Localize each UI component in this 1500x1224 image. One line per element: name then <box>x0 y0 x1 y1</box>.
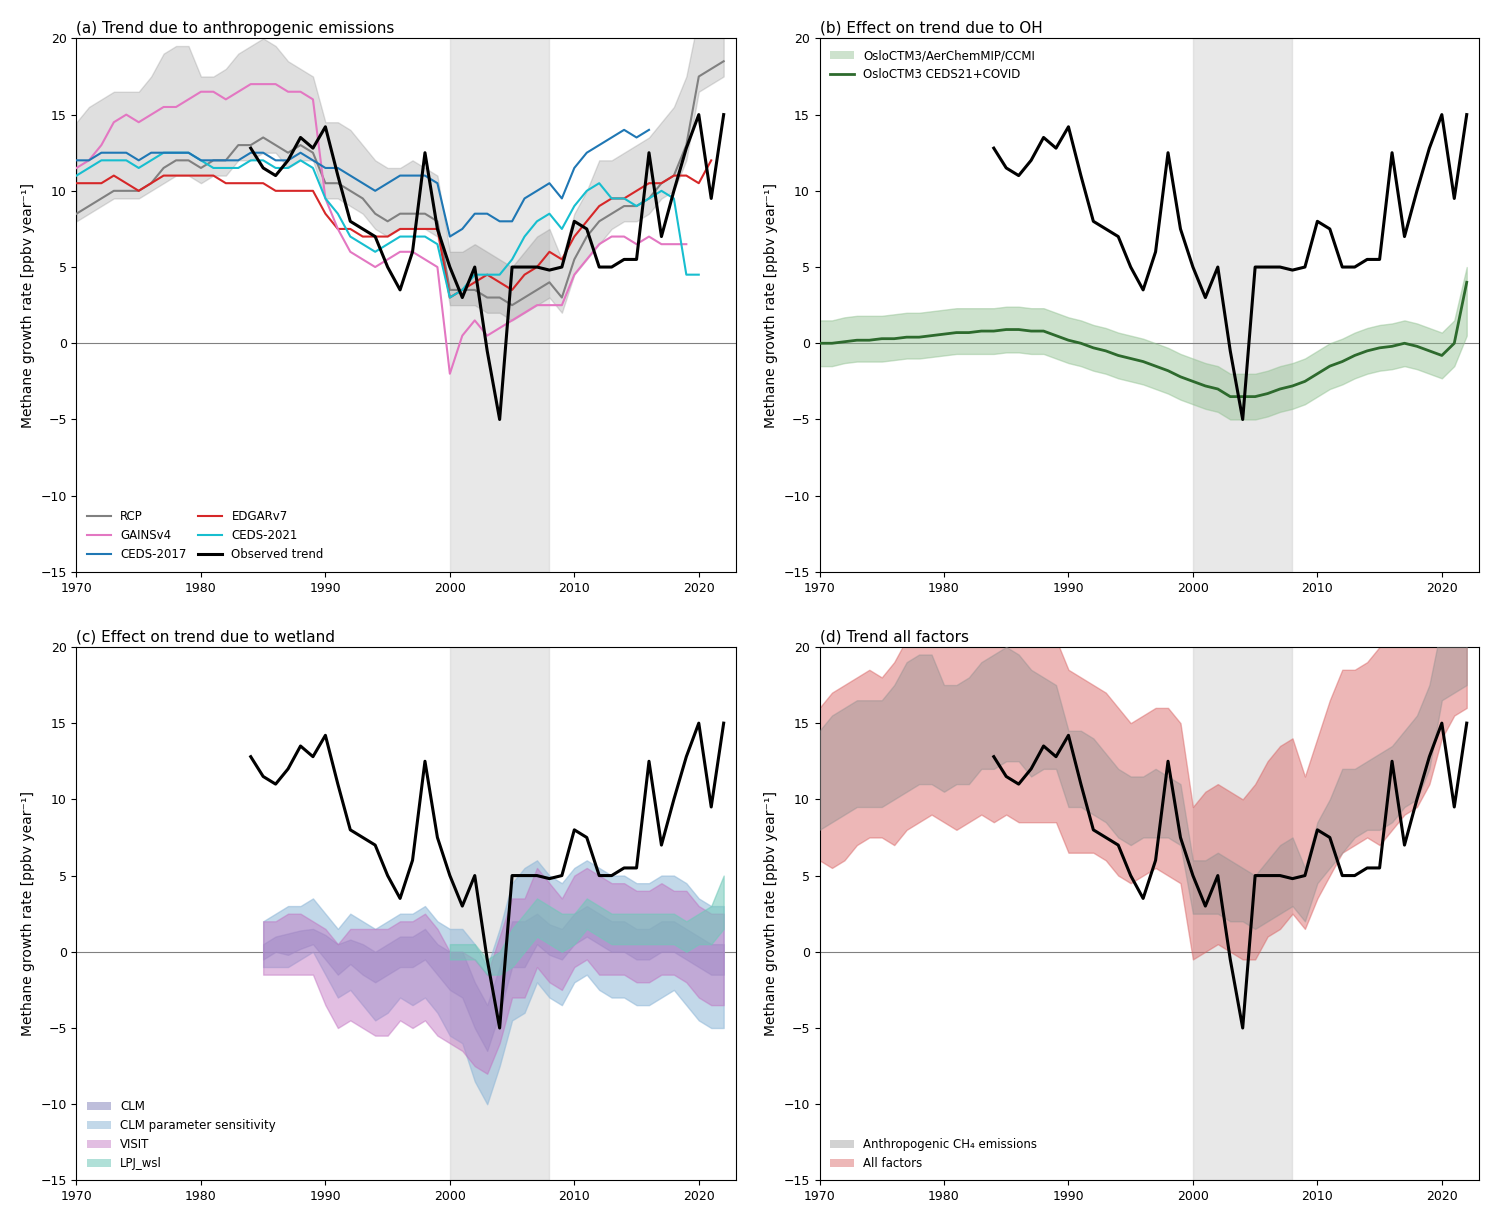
Legend: RCP, GAINSv4, CEDS-2017, EDGARv7, CEDS-2021, Observed trend: RCP, GAINSv4, CEDS-2017, EDGARv7, CEDS-2… <box>82 506 328 565</box>
Text: (c) Effect on trend due to wetland: (c) Effect on trend due to wetland <box>76 629 336 644</box>
Y-axis label: Methane growth rate [ppbv year⁻¹]: Methane growth rate [ppbv year⁻¹] <box>764 182 778 427</box>
Y-axis label: Methane growth rate [ppbv year⁻¹]: Methane growth rate [ppbv year⁻¹] <box>21 182 34 427</box>
Legend: OsloCTM3/AerChemMIP/CCMI, OsloCTM3 CEDS21+COVID: OsloCTM3/AerChemMIP/CCMI, OsloCTM3 CEDS2… <box>825 44 1040 86</box>
Bar <box>1192 38 1293 572</box>
Bar <box>450 38 549 572</box>
Text: (b) Effect on trend due to OH: (b) Effect on trend due to OH <box>819 21 1042 35</box>
Text: (a) Trend due to anthropogenic emissions: (a) Trend due to anthropogenic emissions <box>76 21 395 35</box>
Y-axis label: Methane growth rate [ppbv year⁻¹]: Methane growth rate [ppbv year⁻¹] <box>764 791 778 1037</box>
Bar <box>1192 647 1293 1180</box>
Legend: Anthropogenic CH₄ emissions, All factors: Anthropogenic CH₄ emissions, All factors <box>825 1133 1042 1175</box>
Legend: CLM, CLM parameter sensitivity, VISIT, LPJ_wsl: CLM, CLM parameter sensitivity, VISIT, L… <box>82 1095 280 1175</box>
Y-axis label: Methane growth rate [ppbv year⁻¹]: Methane growth rate [ppbv year⁻¹] <box>21 791 34 1037</box>
Text: (d) Trend all factors: (d) Trend all factors <box>819 629 969 644</box>
Bar <box>450 647 549 1180</box>
